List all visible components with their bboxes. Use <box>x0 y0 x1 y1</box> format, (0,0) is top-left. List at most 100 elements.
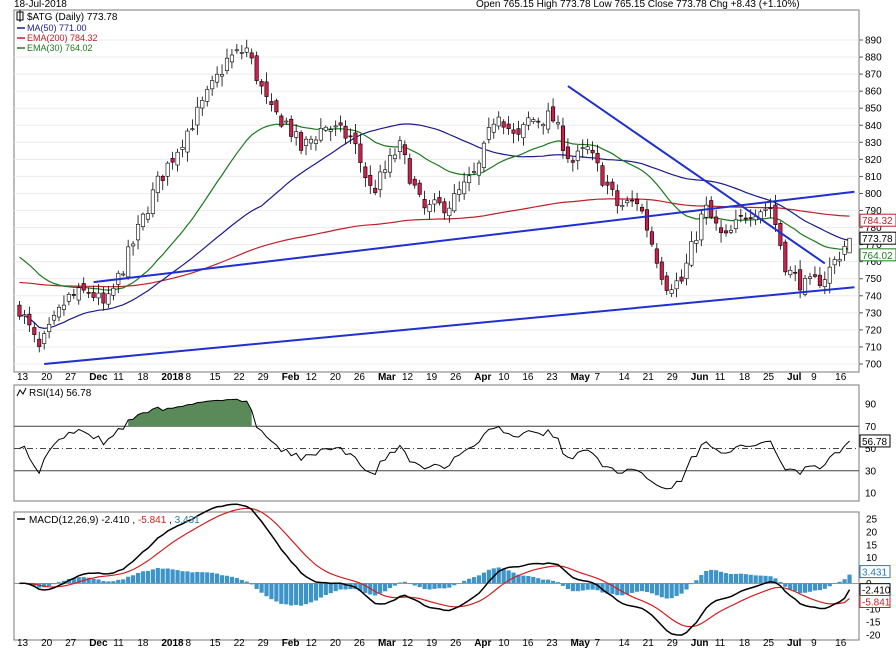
candle-up <box>837 259 842 262</box>
macd-histogram-bar <box>353 583 358 590</box>
price-value-tag <box>859 248 896 262</box>
ma50-line <box>19 123 850 330</box>
macd-histogram-bar <box>308 583 314 603</box>
candle-up <box>763 208 768 211</box>
macd-histogram-bar <box>822 583 827 589</box>
candle-down <box>407 158 412 184</box>
macd-histogram-bar <box>452 583 457 586</box>
macd-histogram-bar <box>743 574 748 584</box>
macd-histogram-bar <box>531 576 536 584</box>
x-axis-label: 18 <box>739 638 751 649</box>
candle-up <box>822 279 827 287</box>
candle-up <box>106 293 111 305</box>
macd-histogram-bar <box>210 572 215 584</box>
macd-histogram-bar <box>728 574 734 584</box>
candle-down <box>639 206 645 212</box>
candle-down <box>353 132 358 145</box>
macd-histogram-bar <box>753 575 758 584</box>
x-axis-label: Feb <box>282 638 300 649</box>
candle-up <box>476 162 481 176</box>
macd-value-tag-label: -5.841 <box>862 598 891 609</box>
macd-histogram-bar <box>145 570 151 584</box>
macd-histogram-bar <box>160 568 165 584</box>
legend-ma50: MA(50) 771.00 <box>27 23 87 33</box>
macd-histogram-bar <box>47 583 52 587</box>
x-axis-label: 11 <box>715 372 726 383</box>
candle-up <box>694 240 699 244</box>
candle-down <box>511 129 516 134</box>
x-axis-label: 8 <box>185 638 191 649</box>
macd-histogram-bar <box>817 583 822 591</box>
candle-down <box>343 125 348 139</box>
x-axis-label: 12 <box>306 638 318 649</box>
x-axis-label: 9 <box>811 638 817 649</box>
candle-down <box>719 227 724 233</box>
macd-histogram-bar <box>96 579 101 584</box>
macd-histogram-bar <box>397 582 403 584</box>
candle-up <box>205 89 210 102</box>
price-value-tag <box>859 231 896 245</box>
price-tick-label: 710 <box>865 342 882 353</box>
candle-down <box>565 146 570 159</box>
macd-histogram-bar <box>793 583 798 592</box>
macd-histogram-bar <box>437 583 442 589</box>
x-axis-label: 18 <box>739 372 751 383</box>
candle-up <box>308 138 314 144</box>
candle-down <box>358 143 363 163</box>
candle-down <box>644 209 649 231</box>
candle-up <box>136 224 141 241</box>
rsi-value-tag-label: 56.78 <box>862 437 887 448</box>
macd-histogram-bar <box>101 581 106 584</box>
macd-histogram-bar <box>442 583 447 589</box>
candle-down <box>600 165 605 186</box>
x-axis-label: 21 <box>643 638 655 649</box>
macd-histogram-bar <box>694 580 699 584</box>
candle-up <box>328 129 333 132</box>
candle-down <box>160 175 165 181</box>
x-axis-label: 20 <box>41 372 53 383</box>
macd-histogram-bar <box>674 583 679 596</box>
candle-up <box>803 278 808 295</box>
candle-up <box>541 124 546 127</box>
candle-up <box>210 80 215 90</box>
x-axis-label: 14 <box>619 372 631 383</box>
macd-histogram-bar <box>170 569 175 584</box>
macd-histogram-bar <box>298 583 304 606</box>
macd-histogram-bar <box>432 583 437 589</box>
macd-tick-label: 10 <box>866 553 878 564</box>
x-axis-label: 7 <box>595 372 601 383</box>
candle-up <box>467 175 472 184</box>
price-tick-label: 750 <box>865 274 882 285</box>
candle-down <box>289 118 294 137</box>
macd-histogram-bar <box>284 583 289 605</box>
macd-histogram-bar <box>827 583 832 587</box>
macd-value-tag-label: -2.410 <box>862 586 891 597</box>
x-axis-label: Mar <box>378 372 396 383</box>
macd-histogram-bar <box>496 567 501 584</box>
candle-up <box>61 304 66 310</box>
candle-down <box>714 216 719 224</box>
x-axis-label: 29 <box>258 372 270 383</box>
candle-down <box>279 115 284 127</box>
candle-up <box>585 146 590 151</box>
macd-histogram-bar <box>229 576 235 584</box>
candle-down <box>442 201 447 214</box>
candle-up <box>486 127 491 140</box>
x-axis-label: 12 <box>306 372 318 383</box>
macd-histogram-bar <box>699 575 704 584</box>
x-axis-label: 19 <box>426 372 438 383</box>
macd-histogram-bar <box>116 579 121 584</box>
macd-line <box>19 503 851 636</box>
x-axis-label: 26 <box>354 638 366 649</box>
candle-up <box>318 128 323 141</box>
candle-down <box>654 248 659 264</box>
candle-up <box>669 289 674 294</box>
macd-histogram-bar <box>195 571 200 584</box>
candle-down <box>793 271 798 274</box>
macd-histogram-bar <box>768 576 773 584</box>
macd-histogram-bar <box>575 583 580 592</box>
candle-up <box>689 241 694 266</box>
trendline <box>93 190 855 284</box>
x-axis-label: Jun <box>691 372 709 383</box>
macd-histogram-bar <box>664 583 669 599</box>
